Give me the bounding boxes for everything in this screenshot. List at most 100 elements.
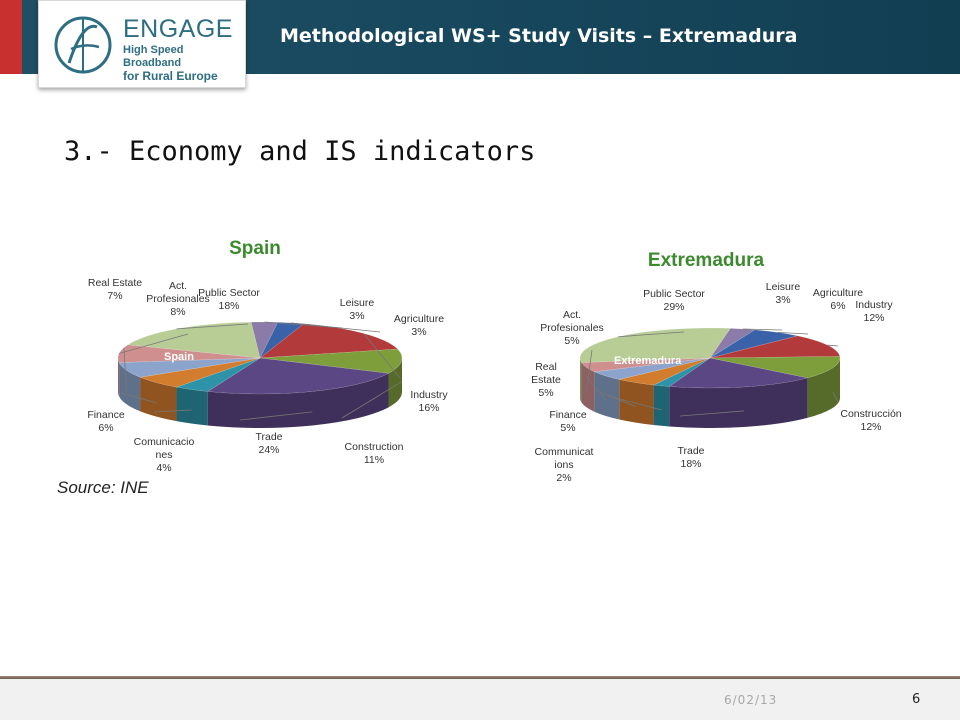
slice-label-public-sector: Public Sector [198,287,260,299]
pie-slice-construction [259,348,403,374]
slice-label-trade: Trade [677,445,704,457]
pie-side-act-profesionales [581,362,595,412]
pie-side-finance [619,379,654,426]
pie-slice-construcci-n [709,356,841,379]
slice-label-finance: Finance [549,409,587,421]
slice-label-industry: Industry [410,389,448,401]
slice-label-real-estate: Real Estate [88,277,142,289]
chart-title: Extremadura [648,250,765,271]
slice-label-trade: Trade [255,431,282,443]
leader-line-finance [121,392,157,404]
slice-value-trade: 24% [258,444,279,456]
slice-label-comunicaciones: Comunicacio [134,436,195,448]
logo-title: ENGAGE [123,15,233,43]
leader-line-construction [341,381,402,419]
slice-value-trade: 18% [680,458,701,470]
leader-line-communications [607,395,662,411]
slice-value-public-sector: 18% [218,300,239,312]
extremadura-pie-svg: ExtremaduraExtremaduraLeisure3%Agricultu… [531,250,902,484]
pie-slice-leisure [709,328,756,359]
leader-line-industry [827,344,839,347]
slice-label-agriculture: Agriculture [394,313,444,325]
footer-date: 6/02/13 [724,693,778,707]
pie-side-communications [653,385,670,427]
leader-line-public-sector [176,323,249,330]
leader-line-leisure [742,328,783,331]
pie-center-label: Extremadura [614,355,682,367]
slide-title: 3.- Economy and IS indicators [64,136,536,167]
leader-line-industry [363,333,401,379]
leader-line-trade [679,410,744,417]
slice-label-act-profesionales: Act. [563,309,581,321]
leader-line-finance [599,391,636,407]
spain-pie-chart: Spain Spain Leisure 3% Agriculture 3% Industry… [80,228,460,478]
pie-slice-act-profesionales [581,357,711,372]
slice-value-act-profesionales: 5% [564,335,579,347]
footer-page-number: 6 [912,692,921,707]
header-title: Methodological WS+ Study Visits – Extrem… [280,25,798,47]
leader-line-public-sector [618,331,685,338]
leader-line-real-estate [585,375,606,401]
leader-line-trade [239,411,313,421]
pie-side-real-estate [594,371,620,420]
slice-label-industry: Industry [855,299,893,311]
pie-slice-public-sector [579,327,731,363]
pie-side-construcci-n [807,358,840,418]
extremadura-pie-chart: Extremadura Extremadura Leisure 3% Agricultu… [520,236,920,496]
slice-label-leisure: Leisure [340,297,375,309]
slice-value-leisure: 3% [775,294,790,306]
pie-slice-agriculture [259,322,305,359]
pie-slice-finance [619,357,711,386]
leader-line-construcci-n [832,391,839,403]
pie-center-label: Spain [164,351,194,363]
leader-line-real-estate [123,347,127,391]
pie-slice-trade [206,357,390,395]
slice-value-construcci-n: 12% [860,421,881,433]
slice-label-construction: Construction [345,441,404,453]
pie-side-trade [669,377,808,428]
pie-slice-industry [259,323,399,359]
engage-emblem-icon [54,16,112,74]
pie-slice-industry [709,335,841,359]
pie-side-comunicaciones [176,387,208,426]
engage-logo: ENGAGE High Speed Broadband for Rural Eu… [38,0,246,88]
slice-label-real-estate: Estate [531,374,561,386]
slice-label-construcci-n: Construcción [840,408,901,420]
slice-value-finance: 5% [560,422,575,434]
slice-label-communications: ions [554,459,573,471]
pie-side-real-estate [119,362,141,412]
slice-value-construction: 11% [364,454,384,466]
pie-slice-communications [652,357,711,387]
slice-value-communications: 2% [556,472,571,484]
pie-slice-trade [668,357,808,389]
pie-side-trade [207,373,389,428]
pie-slice-leisure [250,321,279,359]
slice-value-agriculture: 3% [411,326,426,338]
slice-value-act-profesionales: 8% [170,306,185,318]
slice-label-communications: Communicat [535,446,594,458]
slice-value-public-sector: 29% [663,301,684,313]
pie-slice-comunicaciones [175,357,261,392]
slice-value-industry: 12% [863,312,884,324]
slice-value-comunicaciones: 4% [156,462,171,474]
slice-value-real-estate: 7% [107,290,122,302]
header-red-accent [0,0,22,74]
chart-title: Spain [229,238,281,259]
pie-side-public-sector [580,358,582,403]
source-note: Source: INE [57,478,149,497]
pie-side-act-profesionales [118,358,120,397]
pie-slice-finance [139,357,261,388]
slice-label-real-estate: Real [535,361,557,373]
leader-line-agriculture [290,322,381,333]
pie-slice-real-estate [593,357,711,380]
footer-divider [0,676,960,679]
slice-label-public-sector: Public Sector [643,288,705,300]
slice-value-finance: 6% [98,422,113,434]
footer-bar [0,679,960,720]
slice-label-comunicaciones: nes [156,449,173,461]
slice-value-leisure: 3% [349,310,364,322]
slice-label-agriculture: Agriculture [813,287,863,299]
leader-line-act-profesionales [119,333,189,354]
slice-value-agriculture: 6% [830,300,845,312]
